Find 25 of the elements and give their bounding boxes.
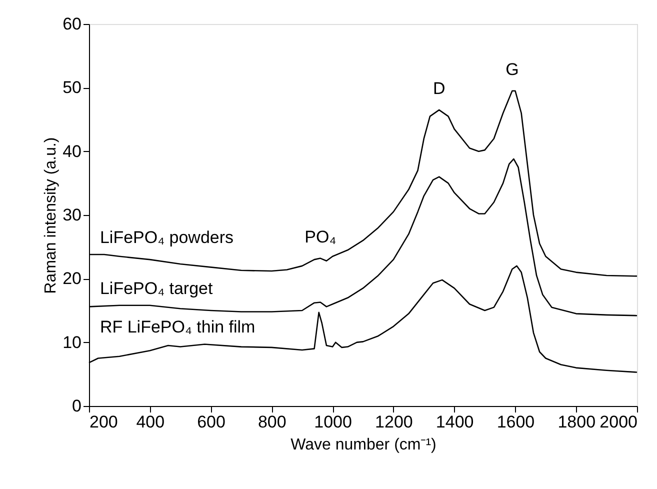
x-tick-label: 1600 <box>496 412 535 432</box>
y-tick-label: 60 <box>62 14 82 34</box>
y-tick-label: 50 <box>62 78 82 98</box>
x-axis-title: Wave number (cm⁻¹) <box>290 436 436 454</box>
y-tick-label: 30 <box>62 206 82 224</box>
annotation: PO₄ <box>304 227 336 246</box>
x-tick-label: 200 <box>90 412 118 432</box>
annotation: D <box>432 78 446 98</box>
series-label: LiFePO₄ powders <box>100 228 234 247</box>
y-tick-label: 20 <box>62 269 82 288</box>
x-tick-label: 600 <box>197 412 226 432</box>
x-tick-label: 400 <box>136 412 165 432</box>
x-tick-label: 1400 <box>436 412 474 432</box>
y-tick-label: 0 <box>72 396 82 416</box>
x-tick-label: 2000 <box>600 412 638 432</box>
y-tick-label: 40 <box>62 142 82 161</box>
series-label: RF LiFePO₄ thin film <box>100 318 256 337</box>
y-axis-title: Raman intensity (a.u.) <box>42 137 60 294</box>
x-tick-label: 1800 <box>558 412 596 432</box>
series-label: LiFePO₄ target <box>100 278 214 298</box>
y-tick-label: 10 <box>62 332 82 352</box>
x-tick-label: 1200 <box>375 412 413 432</box>
x-tick-label: 1000 <box>314 412 352 432</box>
annotation: G <box>506 60 519 79</box>
x-tick-label: 800 <box>258 412 286 432</box>
